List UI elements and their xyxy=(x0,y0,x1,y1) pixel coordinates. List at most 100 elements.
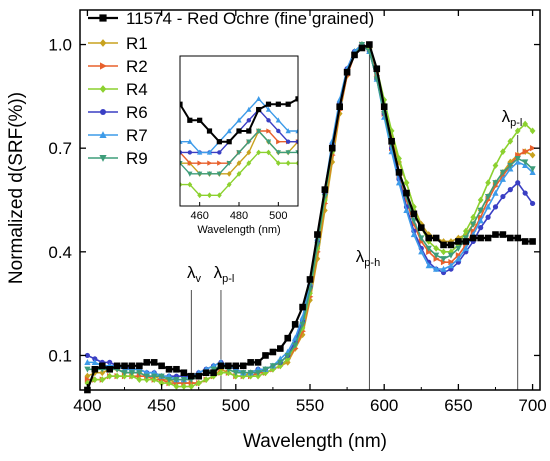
series-point-4-3 xyxy=(107,359,113,365)
series-point-3-59 xyxy=(522,120,529,128)
series-point-6-47 xyxy=(433,252,440,259)
series-point-0-21 xyxy=(239,362,247,370)
inset-point-6-11 xyxy=(275,150,281,156)
series-point-0-41 xyxy=(388,137,395,145)
series-point-0-35 xyxy=(343,68,351,76)
legend-marker-2 xyxy=(100,62,107,70)
annotation-labels: λv λp-lλp-hλp-l xyxy=(187,107,522,285)
series-point-0-14 xyxy=(187,372,195,380)
inset-point-2-3 xyxy=(197,160,203,166)
series-point-6-10 xyxy=(158,373,165,380)
series-point-6-22 xyxy=(247,370,254,377)
series-point-0-29 xyxy=(299,303,306,311)
inset-point-0-4 xyxy=(206,128,213,134)
inset-x-axis-label: Wavelength (nm) xyxy=(197,224,280,236)
inset-background xyxy=(178,54,300,244)
inset-point-3-7 xyxy=(236,170,242,177)
series-point-3-9 xyxy=(151,376,158,384)
series-point-4-56 xyxy=(500,193,506,200)
series-point-5-51 xyxy=(462,244,469,251)
series-point-6-12 xyxy=(173,377,180,384)
series-point-3-57 xyxy=(507,137,514,145)
inset-point-1-6 xyxy=(226,170,232,177)
series-point-0-20 xyxy=(232,362,240,370)
series-point-0-32 xyxy=(321,186,329,193)
series-point-3-42 xyxy=(396,155,402,162)
inset-plot: 460 480 500 Wavelength (nm) xyxy=(178,54,300,244)
inset-point-3-6 xyxy=(226,181,232,188)
inset-point-0-8 xyxy=(246,128,252,134)
series-point-4-55 xyxy=(492,204,499,210)
series-point-3-44 xyxy=(411,203,417,211)
series-point-0-28 xyxy=(291,321,299,328)
series-point-0-26 xyxy=(277,345,284,352)
legend-marker-1 xyxy=(99,39,107,47)
annotation-label-2: λp-h xyxy=(356,247,380,269)
series-point-6-55 xyxy=(492,180,499,187)
series-point-0-1 xyxy=(91,365,99,373)
inset-point-0-7 xyxy=(236,128,242,134)
inset-point-4-2 xyxy=(187,150,193,155)
series-point-4-59 xyxy=(522,190,528,196)
series-point-5-0 xyxy=(84,358,91,365)
series-point-0-16 xyxy=(202,369,210,377)
inset-point-3-3 xyxy=(197,192,203,199)
axes: 400 450 500 550 600 650 700 0.1 0.4 0.7 1.0 xyxy=(48,9,547,415)
series-point-6-57 xyxy=(507,162,514,169)
series-point-4-1 xyxy=(92,356,98,362)
series-point-6-46 xyxy=(425,245,432,252)
legend-label-6: R9 xyxy=(126,149,148,168)
series-point-6-23 xyxy=(254,370,262,377)
series-point-0-38 xyxy=(366,41,373,48)
inset-point-5-7 xyxy=(236,117,242,123)
series-point-3-41 xyxy=(388,127,395,135)
series-point-6-24 xyxy=(262,366,269,373)
y-axis-label: Normalized d(SRF(%)) xyxy=(6,92,27,284)
series-point-6-11 xyxy=(165,377,173,384)
legend: 11574 - Red Ochre (fine grained) R1 R2 R4 R6… xyxy=(88,9,374,168)
inset-point-3-12 xyxy=(285,160,291,167)
inset-point-3-1 xyxy=(180,181,183,188)
inset-point-5-2 xyxy=(187,138,193,144)
series-point-6-59 xyxy=(522,159,529,166)
series-point-0-34 xyxy=(336,103,343,111)
series-point-5-1 xyxy=(91,358,98,365)
series-point-5-45 xyxy=(418,248,425,255)
series-point-3-23 xyxy=(255,372,261,380)
series-point-6-13 xyxy=(180,377,187,384)
inset-point-6-8 xyxy=(246,139,252,145)
inset-point-6-7 xyxy=(236,150,242,156)
series-point-5-42 xyxy=(395,179,403,186)
legend-label-4: R6 xyxy=(126,103,148,122)
series-point-0-39 xyxy=(373,65,381,73)
legend-label-1: R1 xyxy=(126,34,148,53)
inset-point-6-10 xyxy=(265,139,272,145)
series-point-3-8 xyxy=(143,376,150,384)
series-point-2-52 xyxy=(470,227,477,235)
series-point-0-6 xyxy=(128,362,136,370)
series-point-6-29 xyxy=(299,321,306,328)
series-point-3-53 xyxy=(477,196,484,204)
series-point-0-45 xyxy=(417,224,425,231)
series-point-0-11 xyxy=(165,365,173,373)
inset-point-0-10 xyxy=(265,101,272,107)
annotation-base-0: λ xyxy=(187,263,196,282)
series-point-6-6 xyxy=(128,370,136,377)
series-point-0-42 xyxy=(395,169,403,176)
series-point-0-18 xyxy=(217,362,225,370)
legend-marker-3 xyxy=(99,85,107,93)
series-point-0-23 xyxy=(254,359,262,366)
y-tick-label-3: 1.0 xyxy=(48,36,72,55)
series-point-0-47 xyxy=(432,234,440,242)
series-point-0-27 xyxy=(284,334,292,342)
annotation-base-3: λ xyxy=(502,107,511,126)
series-point-4-0 xyxy=(84,352,91,359)
inset-point-3-5 xyxy=(216,192,222,199)
series-point-3-29 xyxy=(299,324,306,332)
inset-point-5-10 xyxy=(265,106,272,112)
inset-point-3-11 xyxy=(275,160,281,167)
series-point-0-50 xyxy=(455,238,462,245)
series-point-0-40 xyxy=(380,103,388,111)
series-point-6-54 xyxy=(484,193,492,200)
series-point-2-60 xyxy=(529,145,536,152)
